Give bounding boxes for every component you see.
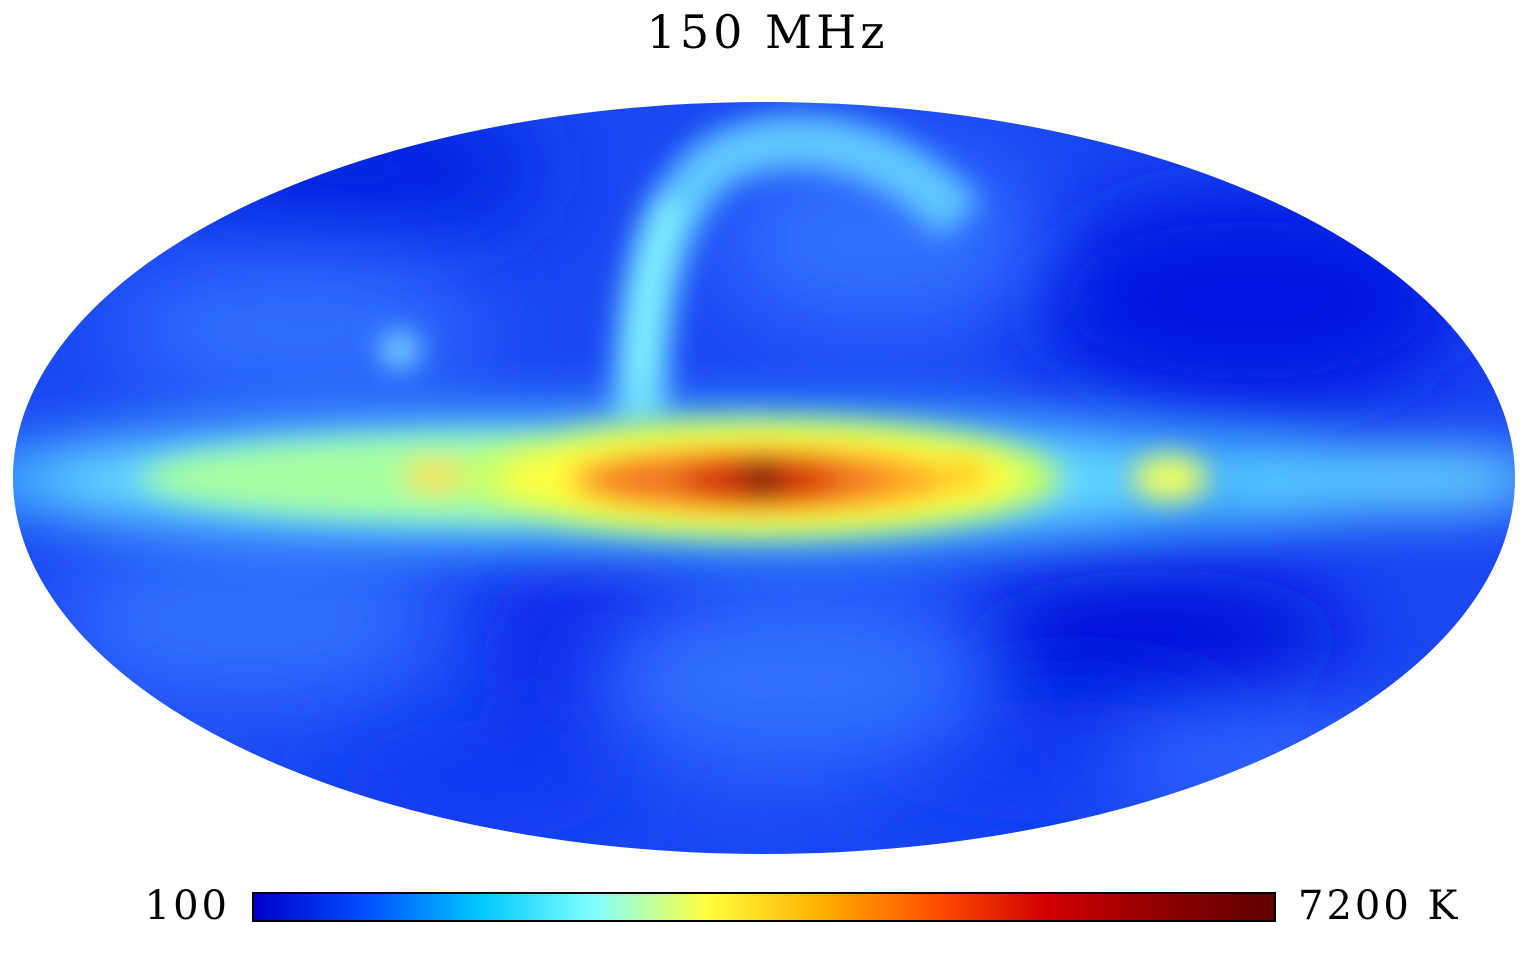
- galactic-center-region: [570, 450, 987, 510]
- sky-emission: [13, 102, 1515, 854]
- colorbar: [252, 892, 1276, 922]
- north-polar-spur: [612, 114, 981, 431]
- colorbar-max-label: 7200 K: [1298, 883, 1461, 929]
- map-title: 150 MHz: [646, 5, 889, 59]
- diffuse-emission: [60, 150, 1410, 810]
- colorbar-min-label: 100: [144, 883, 230, 929]
